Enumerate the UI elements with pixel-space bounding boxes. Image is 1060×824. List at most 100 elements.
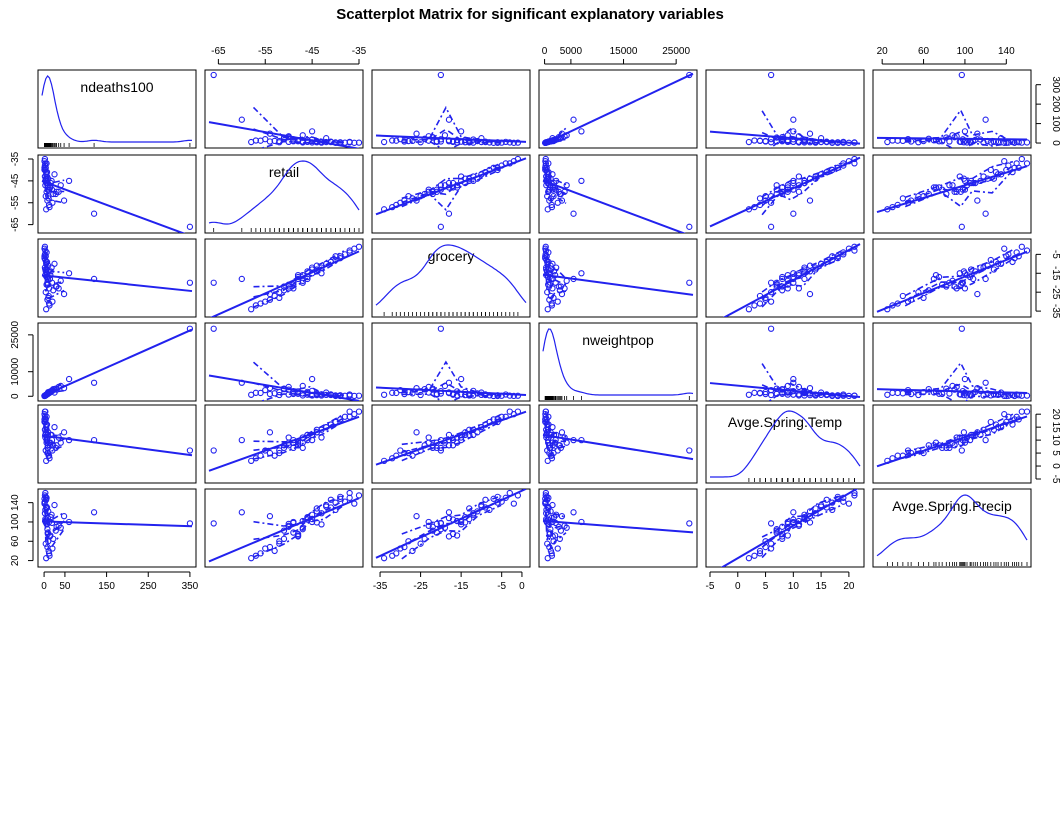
smoother-lower-band [253, 257, 345, 308]
data-point [276, 538, 283, 545]
data-point [557, 444, 565, 452]
panel-frame [705, 69, 865, 149]
panel-frame [204, 69, 364, 149]
panel-Avge.Spring.Precip-vs-retail [204, 488, 364, 568]
bottom-axis-label: -5 [497, 581, 506, 592]
panel-ndeaths100-vs-retail [204, 69, 364, 149]
panel-frame [37, 154, 197, 234]
smoother-upper-band [44, 412, 65, 439]
panel-Avge.Spring.Temp-vs-nweightpop [538, 404, 698, 484]
data-point [960, 392, 968, 399]
left-axis-label: 100 [10, 513, 21, 530]
data-point [44, 296, 51, 303]
smoother-upper-band [401, 360, 502, 396]
panel-ndeaths100-vs-ndeaths100: ndeaths100 [37, 69, 197, 149]
data-point [686, 520, 693, 527]
data-point [949, 182, 956, 189]
data-point [355, 392, 363, 399]
regression-line [208, 374, 360, 401]
data-point [47, 513, 54, 521]
fit-lines [208, 413, 360, 472]
data-point [285, 391, 292, 398]
top-axis-label: 15000 [610, 46, 638, 57]
data-point [437, 223, 445, 230]
panel-Avge.Spring.Precip-vs-nweightpop [538, 488, 698, 568]
data-point [767, 289, 775, 296]
data-point [960, 429, 968, 436]
panel-nweightpop-vs-retail [204, 322, 364, 402]
data-point [555, 283, 562, 290]
data-point [346, 494, 353, 501]
right-axis-label: -35 [1050, 304, 1060, 319]
panel-Avge.Spring.Precip-vs-ndeaths100 [37, 488, 197, 568]
data-point [767, 325, 775, 332]
data-point [238, 116, 245, 123]
data-point [1023, 408, 1031, 415]
panel-nweightpop-vs-Avge.Spring.Temp [705, 322, 865, 402]
left-axis-label: -65 [10, 217, 21, 232]
smoother-lower-band [401, 393, 502, 401]
data-point [790, 375, 797, 383]
data-point [1001, 158, 1008, 165]
smoother-line [401, 165, 502, 204]
panel-grocery-vs-ndeaths100 [37, 238, 197, 318]
panel-retail-vs-ndeaths100 [37, 154, 197, 234]
panel-frame [204, 404, 364, 484]
data-point [790, 509, 797, 516]
data-point [266, 390, 274, 398]
smoother-line [544, 256, 567, 290]
bottom-axis-label: -35 [373, 581, 388, 592]
right-axis-label: 0 [1050, 463, 1060, 469]
data-point [557, 190, 565, 198]
smoother-upper-band [252, 106, 344, 143]
smoother-upper-band [253, 413, 345, 443]
regression-line [208, 121, 360, 148]
smoother-upper-band [253, 250, 345, 288]
chart-title: Scatterplot Matrix for significant expla… [336, 6, 724, 23]
data-point [346, 391, 353, 398]
fit-lines [709, 156, 861, 228]
right-axis-label: 100 [1050, 115, 1060, 132]
data-point [380, 555, 388, 562]
density-curve [542, 328, 694, 396]
data-point [248, 306, 255, 313]
left-axis-label: -55 [10, 195, 21, 210]
smoother-upper-band [401, 495, 502, 535]
smoother-lower-band [761, 504, 842, 559]
smoother-lower-band [253, 420, 345, 460]
data-point [409, 390, 416, 397]
data-point [280, 444, 288, 452]
data-point [554, 199, 561, 206]
data-point [751, 552, 758, 559]
smoother-lower-band [905, 140, 1014, 148]
data-point [578, 177, 585, 185]
regression-line [876, 388, 1028, 394]
panel-retail-vs-retail: retail [204, 154, 364, 234]
data-point [313, 505, 320, 512]
panel-Avge.Spring.Temp-vs-ndeaths100 [37, 404, 197, 484]
bottom-axis-label: 20 [843, 581, 855, 592]
data-point [745, 391, 753, 398]
data-point [210, 325, 217, 332]
bottom-axis-label: 15 [816, 581, 828, 592]
panel-frame [538, 238, 698, 318]
panel-frame [538, 154, 698, 234]
data-point [308, 518, 316, 526]
data-point [982, 436, 989, 444]
data-point [982, 116, 989, 123]
diagonal-label: nweightpop [582, 332, 654, 348]
data-point [779, 287, 786, 294]
data-point [756, 300, 764, 307]
data-point [238, 509, 245, 516]
bottom-axis-label: 0 [519, 581, 525, 592]
smoother-line [253, 128, 344, 144]
data-point [974, 197, 981, 204]
data-point [756, 389, 764, 397]
smoother-line [401, 499, 502, 548]
regression-line [375, 134, 527, 143]
panel-ndeaths100-vs-Avge.Spring.Precip [872, 69, 1032, 149]
data-point [570, 116, 577, 123]
data-point [959, 279, 967, 286]
panel-frame [371, 488, 531, 568]
top-axis-label: -55 [258, 46, 273, 57]
